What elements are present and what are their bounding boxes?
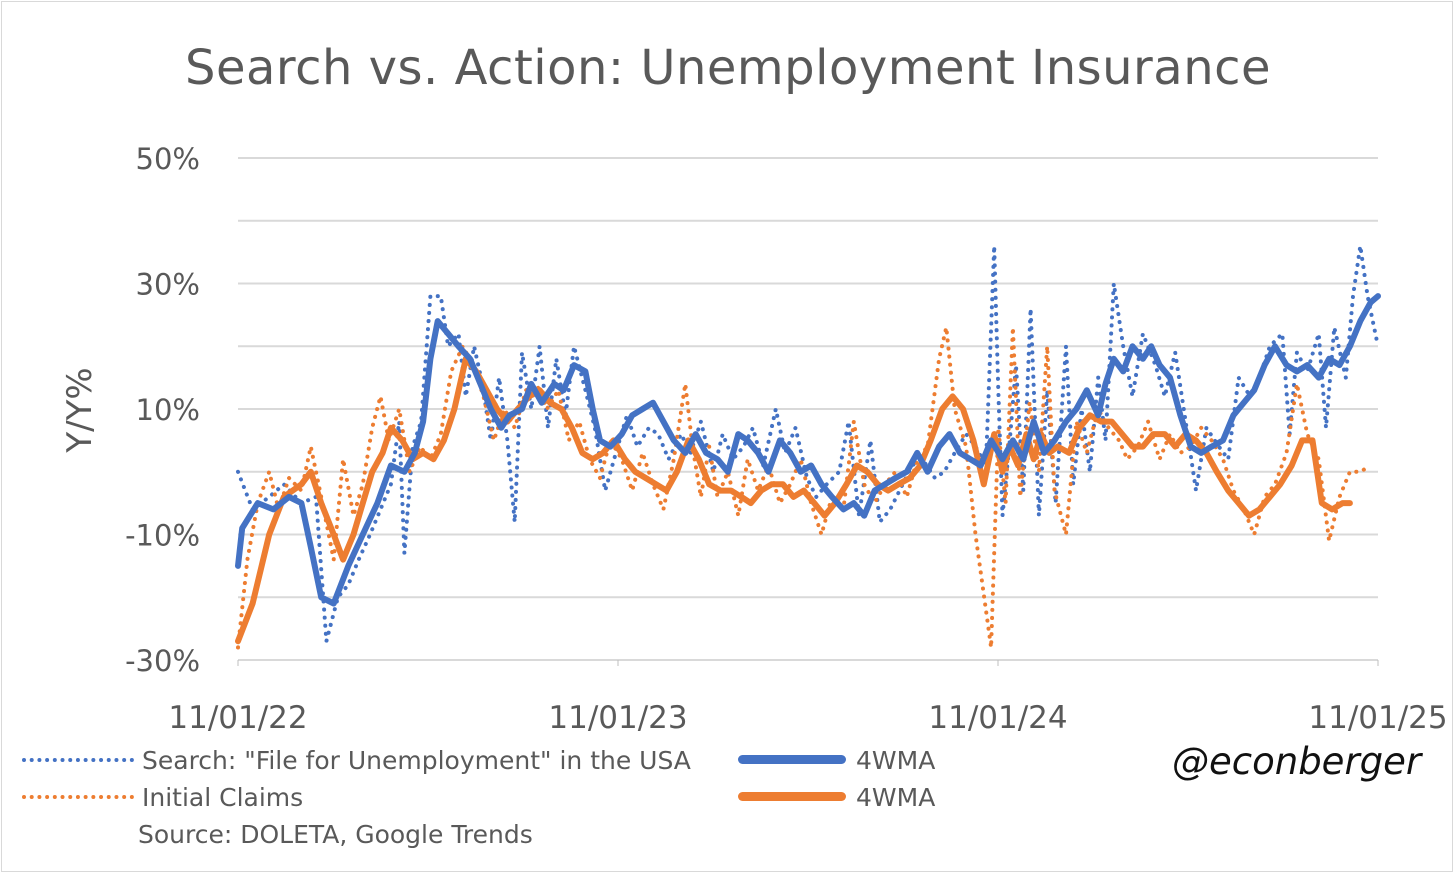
gridlines: [238, 157, 1378, 661]
legend-label-search: Search: "File for Unemployment" in the U…: [142, 745, 691, 775]
y-axis-ticks: 50% 30% 10% -10% -30%: [125, 142, 200, 678]
legend-swatch-claims-4wma: [736, 782, 848, 812]
legend-item-claims: Initial Claims: [22, 782, 303, 812]
author-handle: @econberger: [1172, 740, 1422, 783]
chart-title: Search vs. Action: Unemployment Insuranc…: [184, 40, 1272, 96]
search-dotted-line: [236, 243, 1380, 644]
legend-swatch-search-dotted: [22, 745, 134, 775]
y-tick-label: -30%: [125, 644, 200, 678]
legend-item-search-4wma: 4WMA: [736, 745, 935, 775]
legend-item-search: Search: "File for Unemployment" in the U…: [22, 745, 691, 775]
series-lines: [235, 243, 1381, 650]
y-tick-label: -10%: [125, 519, 200, 553]
search-4wma-line: [235, 293, 1381, 607]
x-axis-ticks: 11/01/22 11/01/23 11/01/24 11/01/25: [168, 660, 1448, 736]
source-note: Source: DOLETA, Google Trends: [138, 819, 533, 849]
y-tick-label: 30%: [136, 268, 200, 302]
legend-swatch-search-4wma: [736, 745, 848, 775]
claims-4wma-line: [235, 355, 1353, 645]
legend-label-claims-4wma: 4WMA: [856, 782, 936, 812]
legend-item-claims-4wma: 4WMA: [736, 782, 935, 812]
source-note-text: Source: DOLETA, Google Trends: [138, 819, 533, 849]
x-tick-label: 11/01/23: [548, 700, 687, 736]
claims-dotted-line: [236, 325, 1373, 650]
y-tick-label: 50%: [136, 142, 200, 176]
legend-label-claims: Initial Claims: [142, 782, 304, 812]
x-tick-label: 11/01/25: [1308, 700, 1447, 736]
y-tick-label: 10%: [136, 393, 200, 427]
x-tick-label: 11/01/24: [928, 700, 1067, 736]
legend-label-search-4wma: 4WMA: [856, 745, 936, 775]
legend-swatch-claims-dotted: [22, 782, 134, 812]
x-tick-label: 11/01/22: [168, 700, 307, 736]
